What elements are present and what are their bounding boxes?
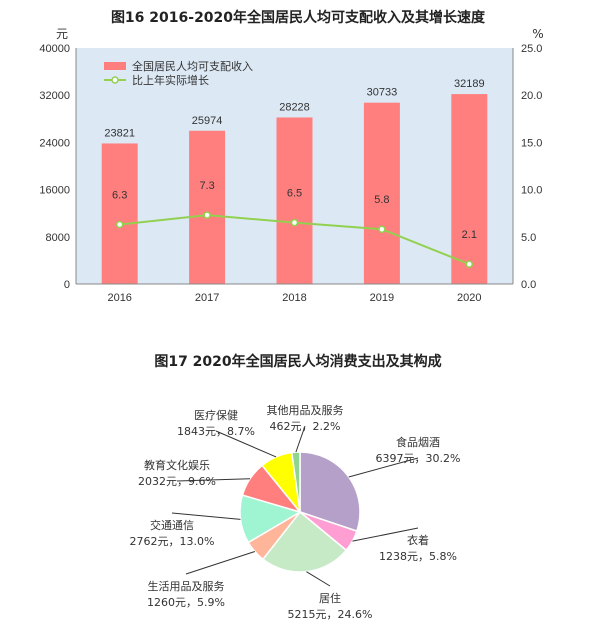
growth-point-label: 2.1 [462, 229, 477, 241]
income-bar [276, 117, 313, 284]
chart16-title: 图16 2016-2020年全国居民人均可支配收入及其增长速度 [111, 9, 486, 26]
left-tick-label: 24000 [39, 137, 70, 149]
right-tick-label: 0.0 [521, 279, 536, 291]
income-bar-label: 30733 [367, 87, 398, 99]
left-tick-label: 32000 [39, 90, 70, 102]
chart17-title: 图17 2020年全国居民人均消费支出及其构成 [154, 353, 441, 370]
legend: 全国居民人均可支配收入 比上年实际增长 [104, 59, 253, 87]
legend-line-label: 比上年实际增长 [132, 73, 209, 87]
income-bar [101, 143, 138, 284]
growth-point [203, 211, 211, 219]
pie-labels: 食品烟酒 6397元，30.2% 衣着 1238元，5.8% 居住 5215元，24.6%… [130, 404, 461, 621]
pie-leader-lines [171, 425, 419, 587]
pie-leader-line [215, 430, 277, 458]
pie-category-label: 其他用品及服务 [267, 404, 344, 417]
growth-point-label: 6.3 [112, 190, 127, 202]
x-tick-label: 2017 [195, 292, 219, 304]
x-tick-label: 2016 [107, 292, 131, 304]
income-bar-label: 25974 [192, 115, 223, 127]
x-axis: 2016 2017 2018 2019 2020 [107, 292, 481, 304]
growth-point [378, 225, 386, 233]
pie-leader-line [348, 457, 419, 478]
x-tick-label: 2020 [457, 292, 481, 304]
income-bar-label: 23821 [104, 127, 135, 139]
pie-category-label: 居住 [319, 591, 341, 605]
pie-leader-line [306, 571, 331, 587]
pie-category-label: 教育文化娱乐 [144, 458, 210, 472]
right-tick-label: 5.0 [521, 232, 536, 244]
right-tick-label: 25.0 [521, 43, 542, 55]
right-tick-label: 15.0 [521, 137, 542, 149]
pie-leader-line [185, 551, 256, 575]
right-tick-label: 20.0 [521, 90, 542, 102]
income-bar [451, 94, 488, 284]
pie-leader-line [171, 512, 241, 520]
left-axis: 0 8000 16000 24000 32000 40000 [39, 43, 70, 291]
pie-value-label: 2762元，13.0% [130, 535, 215, 548]
pie-category-label: 医疗保健 [194, 408, 238, 422]
legend-bar-swatch [104, 62, 126, 70]
pie-value-label: 462元，2.2% [270, 420, 341, 433]
legend-bar-label: 全国居民人均可支配收入 [132, 59, 253, 73]
pie-value-label: 2032元，9.6% [138, 475, 216, 488]
pie-value-label: 1238元，5.8% [379, 550, 457, 563]
pie-category-label: 生活用品及服务 [148, 579, 225, 593]
pie-slices [239, 451, 361, 573]
growth-point-label: 6.5 [287, 188, 302, 200]
income-bar [189, 130, 226, 284]
consumption-pie-chart: 图17 2020年全国居民人均消费支出及其构成 食品烟酒 6397元，30.2% 衣… [130, 353, 461, 621]
right-axis-unit: % [532, 27, 543, 41]
pie-leader-line [295, 425, 306, 453]
pie-slice [290, 451, 301, 513]
income-bar [363, 102, 400, 285]
pie-value-label: 1260元，5.9% [147, 596, 225, 609]
pie-slice [261, 510, 348, 573]
left-tick-label: 16000 [39, 185, 70, 197]
left-tick-label: 8000 [46, 232, 70, 244]
growth-line-series: 6.3 7.3 6.5 5.8 2.1 [112, 180, 477, 268]
pie-slice [299, 451, 361, 533]
pie-value-label: 6397元，30.2% [376, 452, 461, 465]
right-tick-label: 10.0 [521, 185, 542, 197]
left-tick-label: 40000 [39, 43, 70, 55]
growth-point-label: 5.8 [374, 194, 389, 206]
x-tick-label: 2018 [282, 292, 306, 304]
growth-point-label: 7.3 [199, 180, 214, 192]
pie-category-label: 交通通信 [150, 518, 194, 532]
income-chart: 图16 2016-2020年全国居民人均可支配收入及其增长速度 元 % 0 800… [39, 9, 543, 304]
pie-category-label: 衣着 [407, 533, 429, 547]
left-axis-unit: 元 [56, 27, 68, 41]
pie-category-label: 食品烟酒 [396, 435, 440, 449]
legend-line-marker [111, 76, 119, 84]
bar-series: 23821 25974 28228 30733 32189 [101, 78, 488, 285]
pie-leader-line [176, 478, 251, 482]
pie-value-label: 1843元，8.7% [177, 425, 255, 438]
growth-point [290, 218, 299, 227]
left-tick-label: 0 [64, 279, 70, 291]
growth-point [115, 220, 124, 229]
growth-point [465, 260, 474, 268]
income-bar-label: 28228 [279, 101, 310, 113]
income-bar-label: 32189 [454, 78, 485, 90]
pie-value-label: 5215元，24.6% [288, 608, 373, 621]
pie-leader-line [352, 527, 419, 542]
right-axis: 0.0 5.0 10.0 15.0 20.0 25.0 [521, 43, 542, 291]
x-tick-label: 2019 [370, 292, 394, 304]
